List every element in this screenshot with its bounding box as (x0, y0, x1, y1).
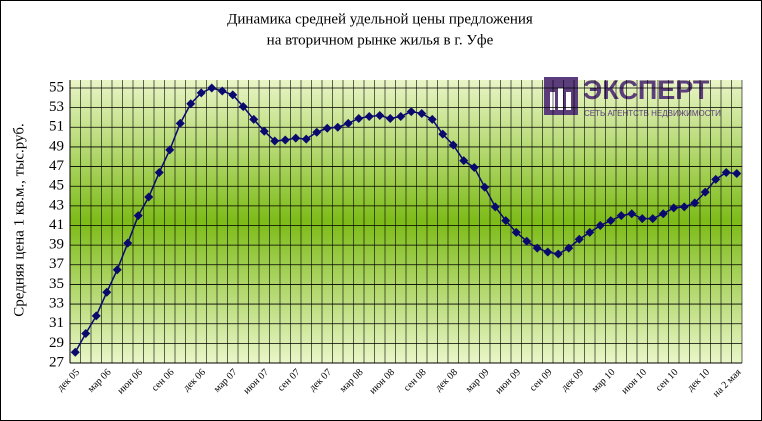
data-point (396, 111, 406, 121)
y-tick-label: 33 (49, 296, 64, 312)
chart-subtitle: на вторичном рынке жилья в г. Уфе (267, 32, 494, 48)
data-point (595, 221, 605, 230)
data-point (564, 243, 574, 253)
data-point (532, 243, 542, 253)
y-tick-label: 51 (49, 119, 64, 135)
data-point (459, 156, 469, 166)
data-point (228, 90, 238, 100)
y-tick-label: 35 (49, 276, 64, 292)
data-point (144, 192, 154, 202)
data-point (217, 86, 227, 96)
data-point (721, 167, 731, 177)
data-point (123, 238, 133, 248)
logo-name: ЭКСПЕРТ (583, 75, 710, 105)
data-point (690, 198, 700, 208)
data-point (112, 265, 122, 275)
data-point (186, 99, 196, 109)
logo-icon-part (558, 88, 563, 110)
logo-icon-part (550, 92, 555, 110)
data-point (711, 174, 721, 184)
data-point (280, 135, 290, 145)
data-point (249, 114, 259, 124)
logo-icon-part (566, 92, 571, 110)
data-point (322, 123, 332, 133)
data-point (270, 136, 280, 146)
data-point (606, 216, 616, 226)
data-point (522, 236, 532, 246)
data-point (91, 311, 101, 321)
y-tick-label: 37 (49, 256, 65, 272)
data-point (207, 83, 217, 93)
data-point (669, 203, 679, 213)
data-point (259, 126, 269, 136)
data-point (102, 287, 112, 297)
data-point (343, 118, 353, 128)
chart-title: Динамика средней удельной цены предложен… (227, 11, 533, 27)
data-point (70, 347, 80, 357)
y-tick-label: 31 (49, 315, 64, 331)
data-point (154, 167, 164, 177)
data-point (637, 214, 647, 224)
data-point (658, 209, 668, 219)
data-point (574, 234, 584, 244)
logo: ЭКСПЕРТ СЕТЬ АГЕНТСТВ НЕДВИЖИМОСТИ (544, 75, 721, 118)
data-point (406, 107, 416, 117)
data-point (511, 227, 521, 237)
y-tick-label: 41 (49, 217, 64, 233)
data-point (301, 134, 311, 144)
data-point (333, 122, 343, 132)
data-point (700, 187, 710, 197)
y-tick-label: 55 (49, 79, 64, 95)
data-point (438, 129, 448, 139)
data-point (543, 247, 553, 257)
data-point (480, 182, 490, 192)
data-point (312, 127, 322, 137)
data-point (732, 168, 742, 178)
data-point (291, 133, 301, 143)
data-point (448, 140, 458, 150)
data-point (501, 216, 511, 226)
data-point (427, 114, 437, 124)
data-point (81, 329, 91, 339)
data-point (553, 249, 563, 259)
data-point (165, 145, 175, 155)
data-point (679, 202, 689, 212)
data-point (196, 88, 206, 98)
y-tick-label: 47 (49, 158, 65, 174)
data-point (469, 163, 479, 173)
data-point (616, 211, 626, 221)
data-point (354, 113, 364, 123)
data-point (175, 118, 185, 128)
y-axis-label: Средняя цена 1 кв.м., тыс.руб. (11, 123, 27, 316)
y-tick-label: 53 (49, 99, 64, 115)
y-tick-label: 29 (49, 335, 64, 351)
data-point (133, 211, 143, 221)
data-point (490, 202, 500, 212)
y-tick-label: 27 (49, 354, 65, 370)
data-point (417, 109, 427, 119)
data-point (238, 102, 248, 112)
data-point (375, 111, 385, 120)
y-tick-label: 49 (49, 138, 64, 154)
y-tick-label: 45 (49, 178, 64, 194)
data-point (627, 209, 637, 219)
data-point (364, 111, 374, 121)
y-tick-label: 39 (49, 237, 64, 253)
data-point (585, 227, 595, 237)
y-tick-label: 43 (49, 197, 64, 213)
data-point (648, 214, 658, 224)
series-line (74, 87, 737, 353)
logo-tagline: СЕТЬ АГЕНТСТВ НЕДВИЖИМОСТИ (584, 109, 721, 118)
data-point (385, 113, 395, 123)
